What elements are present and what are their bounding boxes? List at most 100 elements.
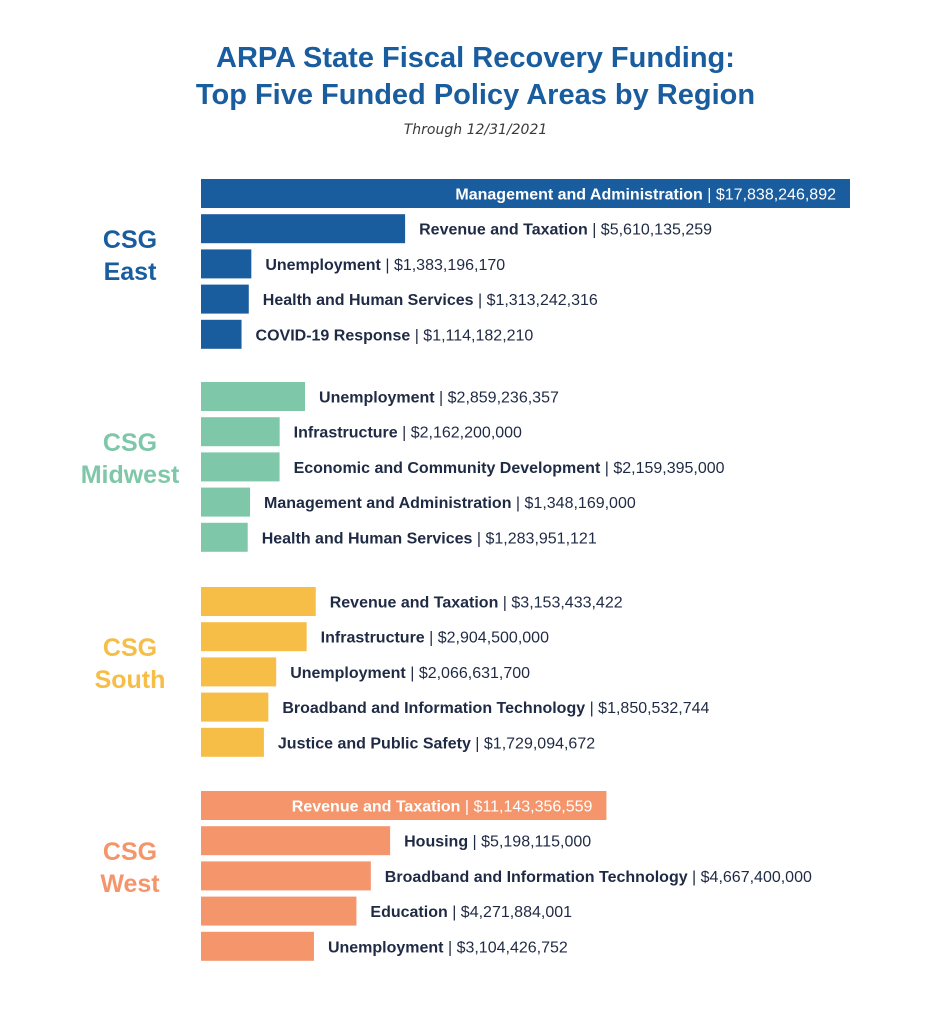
bar-category: Justice and Public Safety	[278, 735, 471, 752]
bar	[201, 522, 248, 552]
bar-value: $1,283,951,121	[486, 530, 597, 547]
bar-separator: |	[703, 187, 716, 204]
bar-value: $1,383,196,170	[394, 257, 505, 274]
region-label-line: East	[104, 258, 157, 286]
bar-label: Economic and Community Development | $2,…	[294, 460, 725, 477]
bar-category: Unemployment	[319, 390, 435, 407]
bar-category: Infrastructure	[321, 630, 425, 647]
bar	[201, 417, 280, 447]
bar-label: Revenue and Taxation | $11,143,356,559	[292, 799, 593, 816]
bar-category: Management and Administration	[455, 187, 702, 204]
bar	[201, 179, 850, 208]
bar-separator: |	[511, 495, 524, 512]
region-label-line: CSG	[103, 838, 157, 866]
bar-category: Broadband and Information Technology	[385, 869, 688, 886]
bar-category: Economic and Community Development	[294, 460, 601, 477]
bar-separator: |	[448, 904, 461, 921]
region-label: CSG East	[103, 226, 157, 286]
bar-label: Management and Administration | $17,838,…	[455, 187, 836, 204]
bar-label: Justice and Public Safety | $1,729,094,6…	[278, 735, 595, 752]
bar	[201, 284, 249, 314]
chart-subtitle: Through 12/31/2021	[403, 122, 548, 138]
bar-separator: |	[472, 530, 485, 547]
bar-value: $2,162,200,000	[411, 425, 522, 442]
bar-separator: |	[460, 799, 473, 816]
bar-separator: |	[381, 257, 394, 274]
bar-value: $1,729,094,672	[484, 735, 595, 752]
region-label-line: West	[100, 870, 160, 898]
region-label: CSG West	[100, 838, 160, 898]
bar	[201, 487, 251, 517]
bar-label: Unemployment | $2,066,631,700	[290, 665, 530, 682]
bar	[201, 727, 264, 757]
bar-value: $1,114,182,210	[423, 327, 533, 344]
region-label: CSG Midwest	[81, 429, 180, 489]
bar-label: Infrastructure | $2,162,200,000	[294, 425, 522, 442]
chart-title-line-2: Top Five Funded Policy Areas by Region	[195, 79, 756, 111]
bar-category: Broadband and Information Technology	[282, 700, 585, 717]
region-label-line: CSG	[103, 429, 157, 457]
bar-separator: |	[474, 292, 487, 309]
bar-label: Housing | $5,198,115,000	[404, 834, 591, 851]
bar	[201, 931, 314, 961]
bar-category: Revenue and Taxation	[419, 222, 588, 239]
bar-label: Broadband and Information Technology | $…	[385, 869, 812, 886]
region-group-east: CSG East Management and Administration | $…	[103, 179, 850, 349]
region-group-south: CSG South Revenue and Taxation | $3,153,43…	[95, 587, 710, 757]
bar-value: $11,143,356,559	[473, 799, 592, 816]
bar-value: $5,610,135,259	[601, 222, 712, 239]
bar-category: Housing	[404, 834, 468, 851]
bar-separator: |	[398, 425, 411, 442]
bar-category: Health and Human Services	[262, 530, 473, 547]
bar-category: Unemployment	[290, 665, 406, 682]
bar-category: Infrastructure	[294, 425, 398, 442]
bar-label: Education | $4,271,884,001	[370, 904, 572, 921]
bar-label: Unemployment | $3,104,426,752	[328, 939, 568, 956]
bar-separator: |	[435, 390, 448, 407]
bar	[201, 896, 357, 926]
bar-label: Revenue and Taxation | $3,153,433,422	[330, 595, 623, 612]
bar-category: Education	[370, 904, 447, 921]
bar	[201, 452, 280, 482]
bar-category: Revenue and Taxation	[292, 799, 461, 816]
bar-category: Unemployment	[328, 939, 444, 956]
bar-label: Infrastructure | $2,904,500,000	[321, 630, 549, 647]
bar	[201, 249, 252, 279]
bar-value: $2,904,500,000	[438, 630, 549, 647]
bar-label: Unemployment | $2,859,236,357	[319, 390, 559, 407]
bar-separator: |	[406, 665, 419, 682]
bar-separator: |	[425, 630, 438, 647]
bar-label: Unemployment | $1,383,196,170	[265, 257, 505, 274]
bar-value: $4,667,400,000	[701, 869, 812, 886]
bar-value: $1,313,242,316	[487, 292, 598, 309]
chart-title-line-1: ARPA State Fiscal Recovery Funding:	[216, 42, 735, 74]
bar-value: $3,104,426,752	[457, 939, 568, 956]
bar-value: $17,838,246,892	[716, 187, 836, 204]
bar-label: Health and Human Services | $1,283,951,1…	[262, 530, 597, 547]
region-label-line: South	[95, 666, 166, 694]
bar-label: Revenue and Taxation | $5,610,135,259	[419, 222, 712, 239]
bar	[201, 587, 316, 616]
bar-separator: |	[588, 222, 601, 239]
bar-separator: |	[410, 327, 423, 344]
bar	[201, 657, 277, 687]
bar-separator: |	[468, 834, 481, 851]
bar-separator: |	[444, 939, 457, 956]
bar-category: Management and Administration	[264, 495, 511, 512]
bar	[201, 319, 242, 349]
bar	[201, 382, 306, 411]
bar-value: $5,198,115,000	[481, 834, 591, 851]
bar-separator: |	[471, 735, 484, 752]
region-group-west: CSG West Revenue and Taxation | $11,143,35…	[100, 791, 812, 961]
bar	[201, 214, 406, 244]
region-label: CSG South	[95, 634, 166, 694]
bar-category: COVID-19 Response	[256, 327, 411, 344]
bar	[201, 622, 307, 652]
bar-value: $1,850,532,744	[598, 700, 709, 717]
bar	[201, 692, 269, 722]
bar-separator: |	[600, 460, 613, 477]
bar	[201, 861, 371, 891]
bar-separator: |	[498, 595, 511, 612]
bar-value: $2,066,631,700	[419, 665, 530, 682]
